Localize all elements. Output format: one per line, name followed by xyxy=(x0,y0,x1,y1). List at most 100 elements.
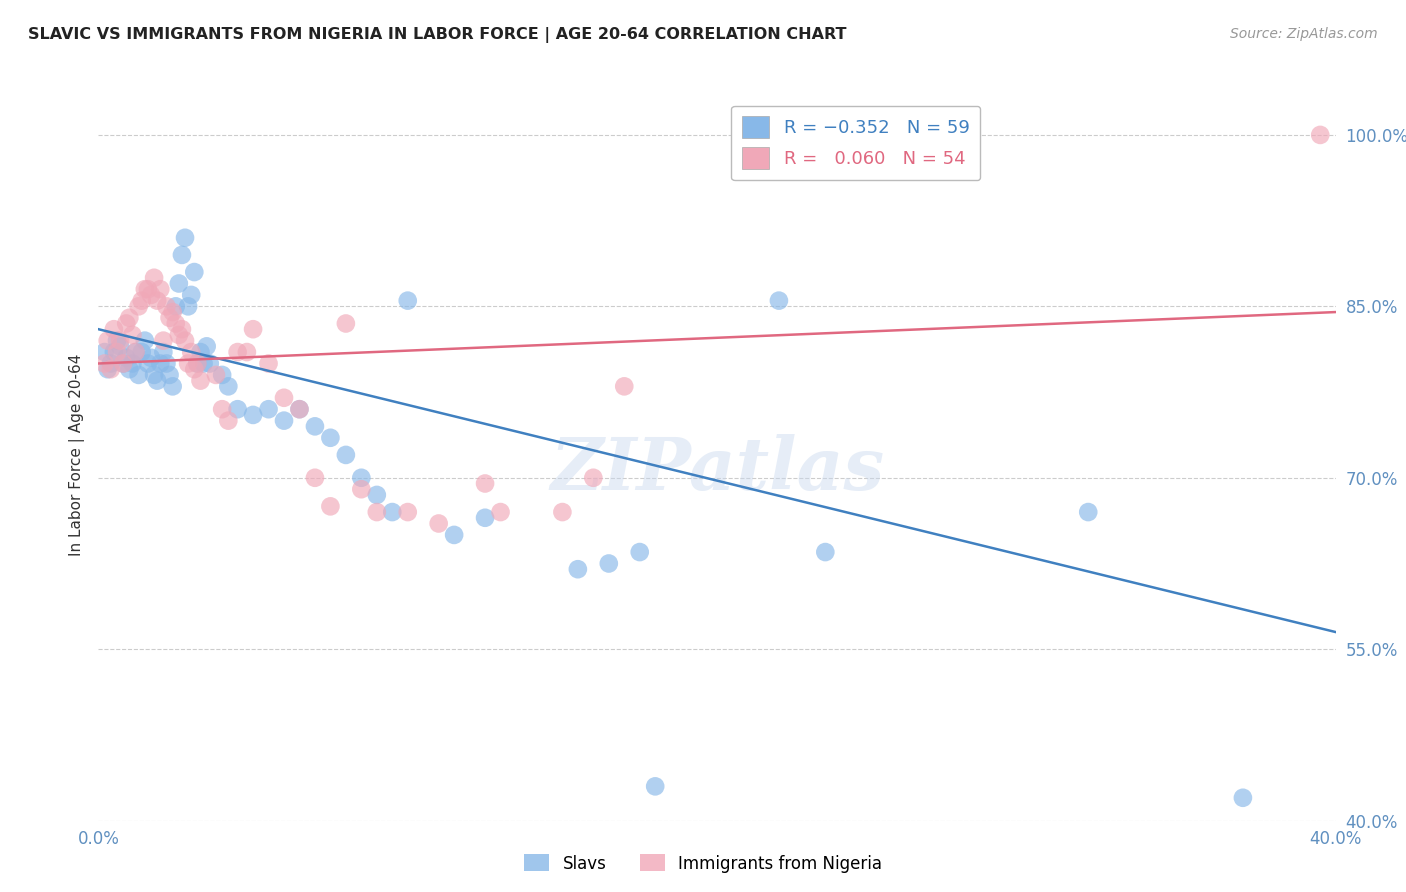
Point xyxy=(551,505,574,519)
Point xyxy=(93,345,115,359)
Point xyxy=(112,356,135,370)
Point xyxy=(242,408,264,422)
Point xyxy=(193,356,215,370)
Point xyxy=(121,327,143,342)
Point xyxy=(165,317,187,331)
Legend: Slavs, Immigrants from Nigeria: Slavs, Immigrants from Nigeria xyxy=(517,847,889,880)
Point xyxy=(190,374,212,388)
Point xyxy=(257,402,280,417)
Point xyxy=(198,356,221,370)
Point xyxy=(489,505,512,519)
Point xyxy=(335,448,357,462)
Point xyxy=(121,356,143,370)
Point xyxy=(186,356,208,370)
Point xyxy=(134,334,156,348)
Point xyxy=(162,379,184,393)
Point xyxy=(474,476,496,491)
Point xyxy=(236,345,259,359)
Point xyxy=(443,528,465,542)
Point xyxy=(288,402,311,417)
Point xyxy=(217,414,239,428)
Point xyxy=(180,288,202,302)
Point xyxy=(97,362,120,376)
Point xyxy=(319,431,342,445)
Point xyxy=(381,505,404,519)
Point xyxy=(124,345,146,359)
Point xyxy=(136,282,159,296)
Text: SLAVIC VS IMMIGRANTS FROM NIGERIA IN LABOR FORCE | AGE 20-64 CORRELATION CHART: SLAVIC VS IMMIGRANTS FROM NIGERIA IN LAB… xyxy=(28,27,846,43)
Point xyxy=(174,334,197,348)
Point xyxy=(146,374,169,388)
Point xyxy=(136,356,159,370)
Point xyxy=(366,488,388,502)
Point xyxy=(143,270,166,285)
Point xyxy=(131,345,153,359)
Point xyxy=(108,339,131,353)
Point xyxy=(124,345,146,359)
Point xyxy=(814,545,837,559)
Point xyxy=(112,356,135,370)
Point xyxy=(149,282,172,296)
Point xyxy=(149,356,172,370)
Point xyxy=(146,293,169,308)
Point xyxy=(167,327,190,342)
Point xyxy=(273,391,295,405)
Point xyxy=(108,334,131,348)
Point xyxy=(582,471,605,485)
Point xyxy=(174,231,197,245)
Point xyxy=(288,402,311,417)
Point xyxy=(100,356,122,370)
Point xyxy=(143,368,166,382)
Point xyxy=(190,345,212,359)
Point xyxy=(115,317,138,331)
Point xyxy=(335,317,357,331)
Point xyxy=(205,368,228,382)
Point xyxy=(162,305,184,319)
Point xyxy=(159,368,181,382)
Point xyxy=(93,356,115,370)
Point xyxy=(152,334,174,348)
Point xyxy=(155,356,177,370)
Point xyxy=(128,299,150,313)
Point xyxy=(165,299,187,313)
Point xyxy=(105,345,128,359)
Point xyxy=(1232,790,1254,805)
Point xyxy=(217,379,239,393)
Point xyxy=(211,368,233,382)
Point xyxy=(319,500,342,514)
Point xyxy=(180,345,202,359)
Point xyxy=(226,402,249,417)
Point xyxy=(152,345,174,359)
Point xyxy=(183,362,205,376)
Point xyxy=(100,362,122,376)
Point xyxy=(1077,505,1099,519)
Legend: R = −0.352   N = 59, R =   0.060   N = 54: R = −0.352 N = 59, R = 0.060 N = 54 xyxy=(731,105,980,180)
Point xyxy=(257,356,280,370)
Text: ZIPatlas: ZIPatlas xyxy=(550,434,884,505)
Point xyxy=(134,282,156,296)
Point xyxy=(304,471,326,485)
Point xyxy=(396,505,419,519)
Y-axis label: In Labor Force | Age 20-64: In Labor Force | Age 20-64 xyxy=(69,354,84,556)
Point xyxy=(427,516,450,531)
Point xyxy=(97,334,120,348)
Point xyxy=(155,299,177,313)
Point xyxy=(628,545,651,559)
Point xyxy=(118,362,141,376)
Point xyxy=(242,322,264,336)
Point xyxy=(128,368,150,382)
Point xyxy=(273,414,295,428)
Point xyxy=(567,562,589,576)
Point xyxy=(350,482,373,496)
Point xyxy=(366,505,388,519)
Text: Source: ZipAtlas.com: Source: ZipAtlas.com xyxy=(1230,27,1378,41)
Point xyxy=(170,322,193,336)
Point xyxy=(195,339,218,353)
Point xyxy=(768,293,790,308)
Point xyxy=(350,471,373,485)
Point xyxy=(131,293,153,308)
Point xyxy=(396,293,419,308)
Point xyxy=(103,322,125,336)
Point xyxy=(139,351,162,365)
Point xyxy=(226,345,249,359)
